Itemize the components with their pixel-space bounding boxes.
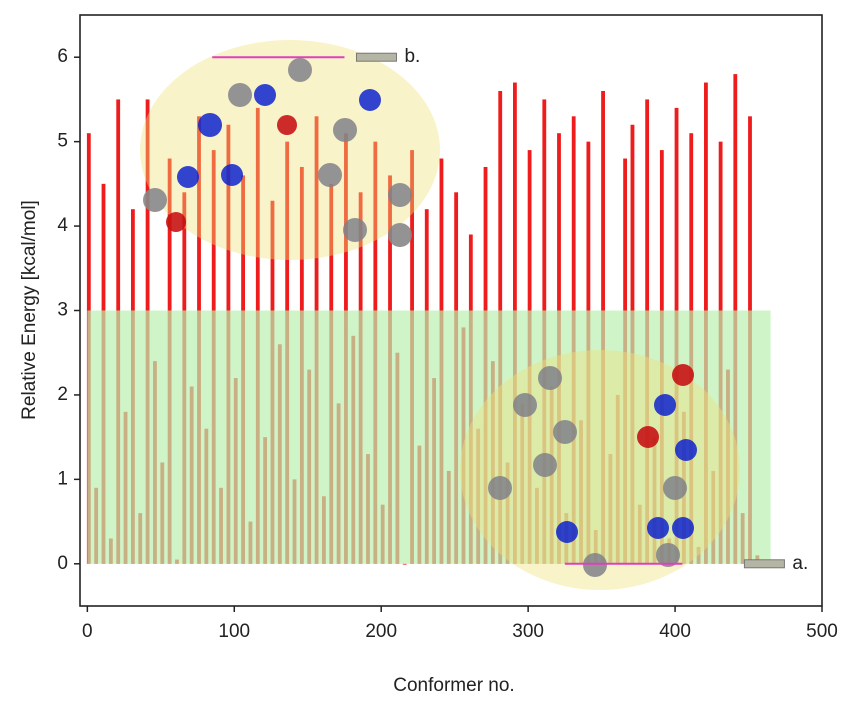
- x-tick-label: 200: [365, 621, 397, 642]
- annotation-swatch: [356, 53, 396, 61]
- annotation-swatch: [744, 560, 784, 568]
- bar: [403, 564, 407, 565]
- y-tick-label: 1: [57, 468, 68, 489]
- x-tick-label: 0: [82, 621, 93, 642]
- x-tick-label: 300: [512, 621, 544, 642]
- molecule-b: [140, 40, 440, 260]
- chart: Conformer no. Relative Energy [kcal/mol]…: [0, 0, 848, 699]
- y-tick-label: 4: [57, 215, 68, 236]
- molecule-a: [460, 350, 740, 590]
- y-tick-label: 2: [57, 384, 68, 405]
- y-tick-label: 0: [57, 553, 68, 574]
- x-tick-label: 500: [806, 621, 838, 642]
- x-tick-label: 100: [218, 621, 250, 642]
- x-tick-label: 400: [659, 621, 691, 642]
- x-axis-label: Conformer no.: [393, 675, 514, 696]
- y-axis-label: Relative Energy [kcal/mol]: [19, 200, 40, 420]
- annotation-label: a.: [792, 553, 808, 574]
- y-tick-label: 6: [57, 46, 68, 67]
- annotation-label: b.: [404, 46, 420, 67]
- y-tick-label: 5: [57, 131, 68, 152]
- y-tick-label: 3: [57, 300, 68, 321]
